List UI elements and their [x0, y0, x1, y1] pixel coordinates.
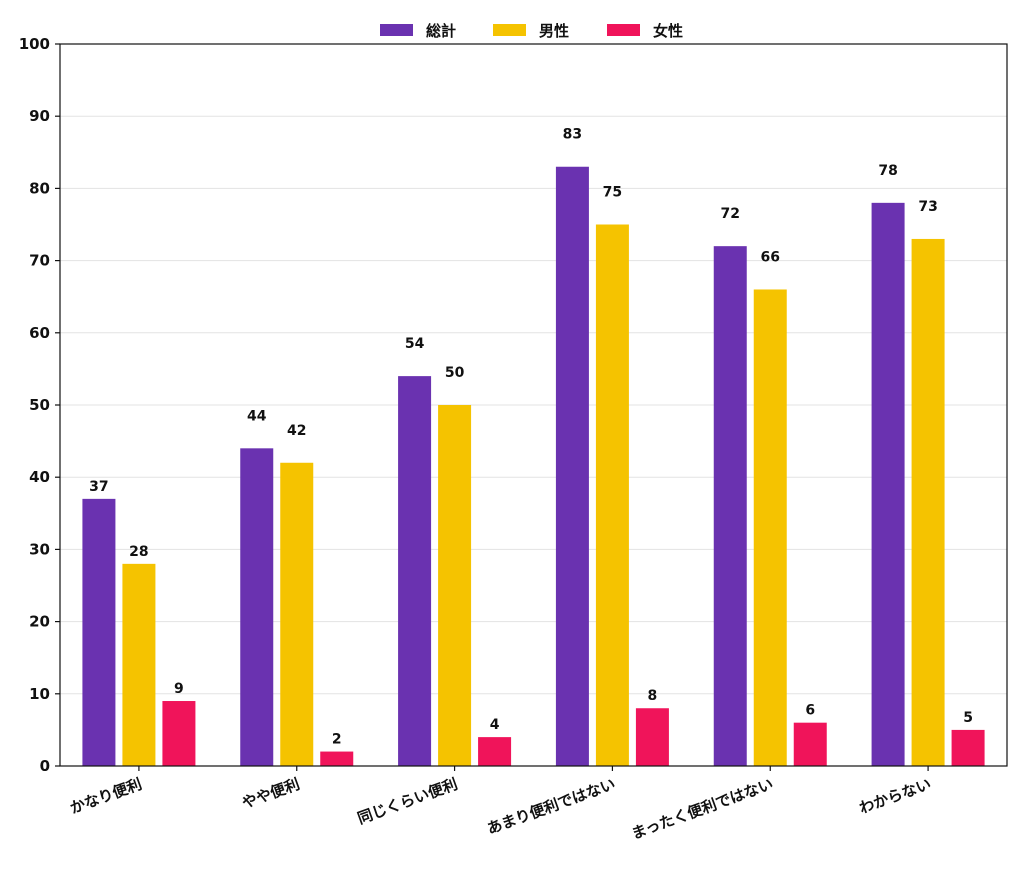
category-label: まったく便利ではない	[629, 775, 776, 843]
bars	[82, 166, 985, 767]
bar-総計-同じくらい便利	[398, 376, 432, 766]
bar-女性-わからない	[951, 729, 985, 766]
category-label: わからない	[857, 775, 934, 818]
value-label: 42	[287, 423, 306, 439]
bar-男性-かなり便利	[122, 563, 156, 766]
value-label: 54	[405, 336, 425, 352]
x-axis: かなり便利 やや便利 同じくらい便利 あまり便利ではない まったく便利ではない わからない	[68, 766, 934, 843]
bar-女性-同じくらい便利	[478, 737, 512, 766]
bar-男性-あまり便利ではない	[595, 224, 629, 766]
value-label: 28	[129, 544, 148, 560]
category-label: やや便利	[240, 775, 303, 812]
bar-総計-やや便利	[240, 448, 274, 766]
legend-swatch	[607, 24, 640, 36]
legend: 総計 男性 女性	[380, 22, 683, 40]
value-label: 66	[761, 249, 780, 265]
legend-label: 総計	[426, 22, 456, 40]
y-tick-label: 100	[19, 35, 50, 53]
bar-男性-同じくらい便利	[438, 405, 472, 766]
y-tick-label: 20	[29, 613, 50, 631]
y-tick-label: 60	[29, 324, 50, 342]
value-label: 8	[648, 688, 658, 704]
bar-男性-やや便利	[280, 462, 314, 766]
legend-label: 女性	[653, 22, 683, 40]
value-label: 4	[490, 717, 500, 733]
value-label: 6	[805, 703, 815, 719]
value-label: 50	[445, 365, 465, 381]
category-label: あまり便利ではない	[485, 775, 618, 838]
y-tick-label: 0	[40, 757, 50, 775]
y-tick-label: 80	[29, 179, 50, 197]
value-label: 75	[603, 185, 622, 201]
bar-女性-やや便利	[320, 751, 354, 766]
gridlines	[60, 43, 1007, 767]
value-label: 44	[247, 408, 267, 424]
value-label: 37	[89, 479, 108, 495]
value-label: 73	[918, 199, 937, 215]
legend-swatch	[380, 24, 413, 36]
y-tick-label: 40	[29, 468, 50, 486]
bar-総計-かなり便利	[82, 498, 116, 766]
bar-総計-まったく便利ではない	[713, 246, 747, 766]
y-tick-label: 10	[29, 685, 50, 703]
category-label: 同じくらい便利	[355, 775, 460, 828]
bar-総計-あまり便利ではない	[555, 166, 589, 767]
value-label: 5	[963, 710, 973, 726]
value-label: 78	[878, 163, 897, 179]
legend-label: 男性	[539, 22, 569, 40]
value-label: 83	[563, 127, 582, 143]
bar-男性-わからない	[911, 238, 945, 766]
bar-女性-あまり便利ではない	[635, 708, 669, 766]
value-label: 72	[721, 206, 740, 222]
bar-女性-まったく便利ではない	[793, 722, 827, 766]
y-axis: 0 10 20 30 40 50 60 70 80 90 100	[19, 35, 60, 775]
bar-女性-かなり便利	[162, 701, 196, 766]
y-tick-label: 30	[29, 540, 50, 558]
y-tick-label: 50	[29, 396, 50, 414]
legend-swatch	[493, 24, 526, 36]
bar-男性-まったく便利ではない	[753, 289, 787, 766]
y-tick-label: 90	[29, 107, 50, 125]
value-label: 9	[174, 681, 184, 697]
value-label: 2	[332, 732, 342, 748]
bar-総計-わからない	[871, 202, 905, 767]
y-tick-label: 70	[29, 252, 50, 270]
category-label: かなり便利	[68, 775, 145, 818]
